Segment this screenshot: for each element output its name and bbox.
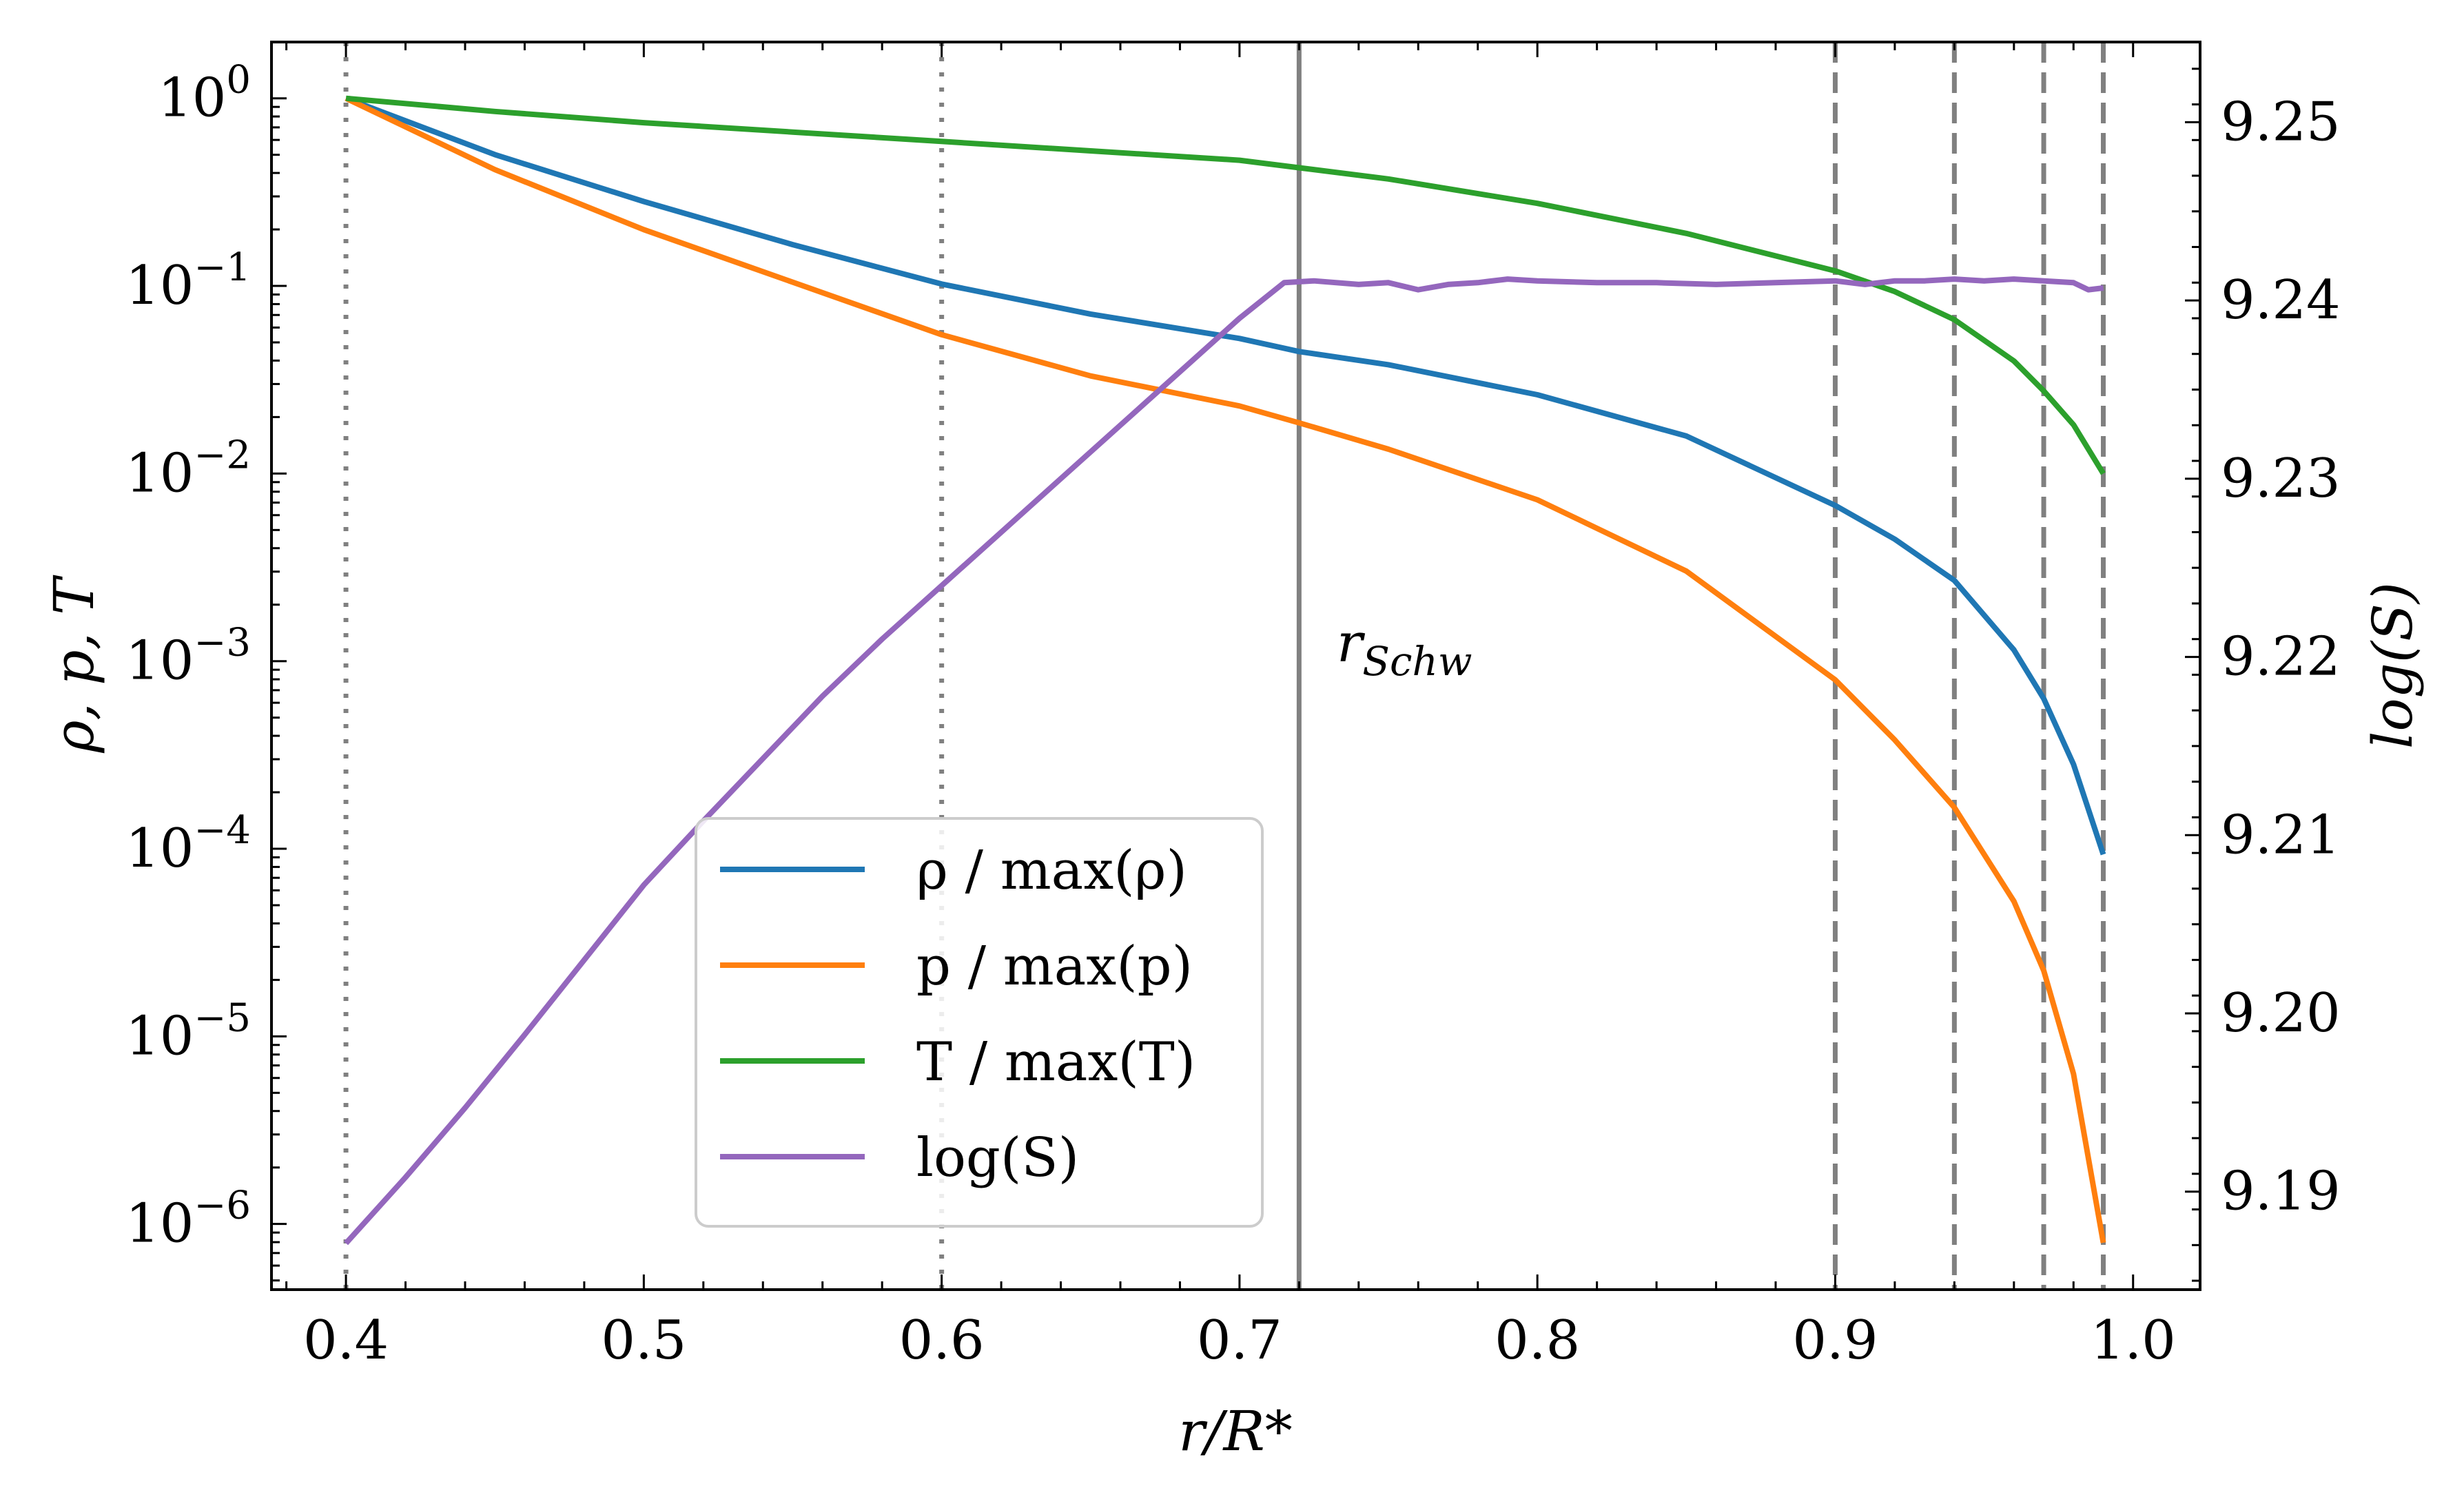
legend-box xyxy=(695,817,1264,1228)
y-right-tick-label: 9.20 xyxy=(2221,982,2341,1044)
y-right-tick-label: 9.23 xyxy=(2221,448,2341,510)
plot-frame xyxy=(270,41,2201,1291)
x-axis-label: r/R* xyxy=(1178,1399,1292,1463)
y-right-tick-label: 9.21 xyxy=(2221,804,2341,866)
y-left-tick-label: 10−2 xyxy=(125,433,251,504)
x-tick-label: 0.4 xyxy=(303,1310,389,1372)
series-line-1 xyxy=(345,96,2106,1243)
legend-label-rho: ρ / max(ρ) xyxy=(916,840,1187,902)
legend-label-p: p / max(p) xyxy=(916,936,1193,998)
series-line-2 xyxy=(345,95,2106,475)
y-left-tick-label: 10−4 xyxy=(125,808,251,880)
legend-label-t: T / max(T) xyxy=(916,1031,1195,1093)
y-left-tick-label: 10−3 xyxy=(125,621,251,692)
series-line-3 xyxy=(344,276,2104,1246)
y-left-tick-label: 10−5 xyxy=(125,995,251,1067)
axis-ticks: 0.4 0.5 0.6 0.7 0.8 0.9 1.0 100 10−1 10−2 10−3 10−4… xyxy=(125,42,2341,1372)
x-tick-label: 1.0 xyxy=(2091,1310,2176,1372)
annotation-r-schw: rSchw xyxy=(1337,612,1472,685)
y-right-tick-label: 9.25 xyxy=(2221,91,2341,153)
x-tick-label: 0.7 xyxy=(1197,1310,1282,1372)
x-tick-label: 0.9 xyxy=(1792,1310,1878,1372)
legend-label-logs: log(S) xyxy=(916,1127,1079,1189)
y-right-tick-label: 9.22 xyxy=(2221,626,2341,688)
y-right-tick-label: 9.24 xyxy=(2221,269,2341,331)
x-tick-label: 0.5 xyxy=(601,1310,686,1372)
y-right-tick-label: 9.19 xyxy=(2221,1161,2341,1223)
series-line-0 xyxy=(345,95,2106,856)
y-left-tick-label: 100 xyxy=(158,58,251,130)
series-lines xyxy=(344,95,2106,1246)
y-left-tick-label: 10−6 xyxy=(125,1184,251,1255)
x-tick-label: 0.6 xyxy=(899,1310,985,1372)
legend: ρ / max(ρ) p / max(p) T / max(T) log(S) xyxy=(695,817,1264,1228)
y-axis-right-label: log(S) xyxy=(2361,582,2425,749)
vertical-reference-lines xyxy=(343,42,2106,1290)
y-left-tick-label: 10−1 xyxy=(125,245,251,317)
y-axis-left-label: ρ, p, T xyxy=(42,575,106,754)
x-tick-label: 0.8 xyxy=(1495,1310,1580,1372)
